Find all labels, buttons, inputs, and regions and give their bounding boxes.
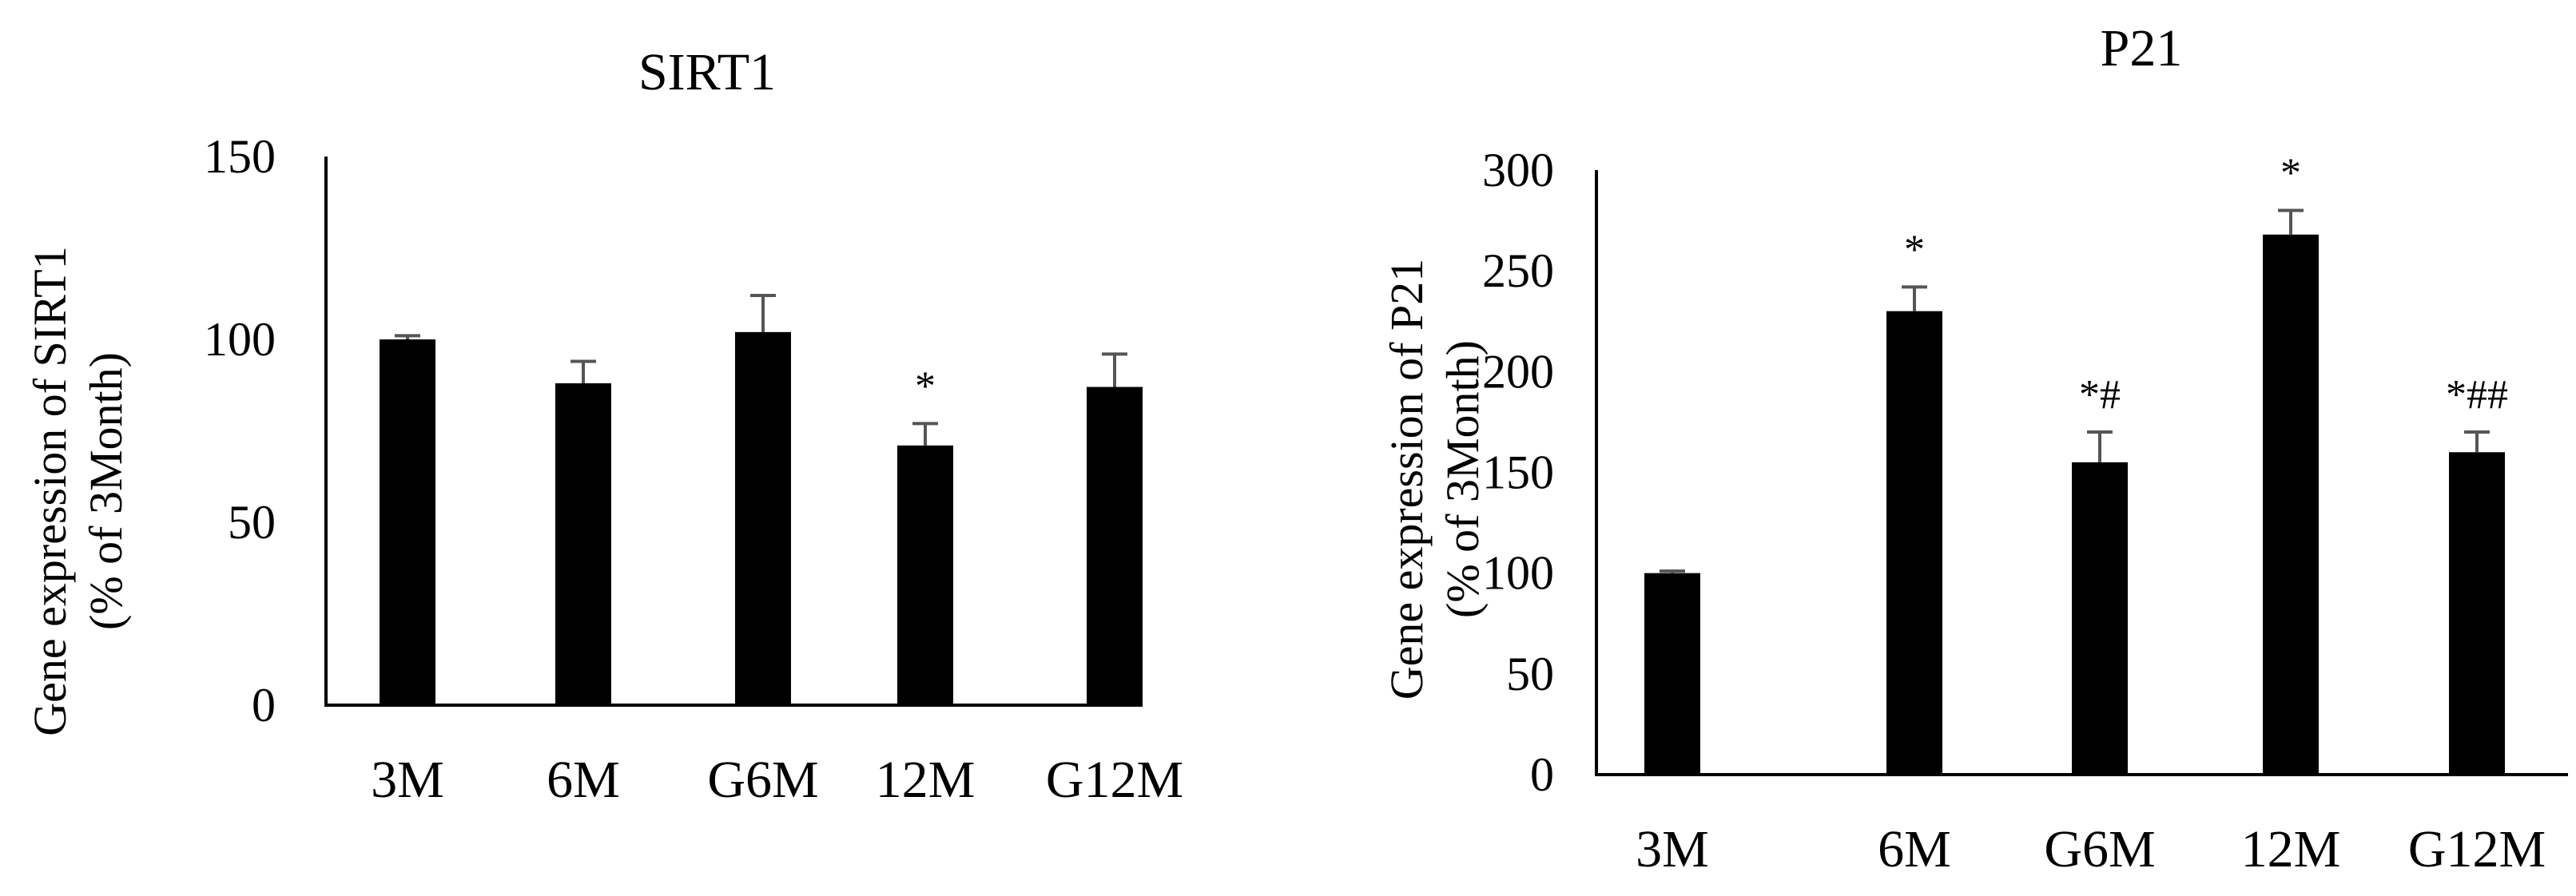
- y-tick-label: 100: [1482, 547, 1554, 600]
- sirt1-chart: SIRT1 Gene expression of SIRT1 (% of 3Mo…: [24, 43, 1183, 809]
- y-tick-label: 200: [1482, 345, 1554, 398]
- x-tick-label: 3M: [1636, 820, 1709, 878]
- y-axis-label-line2: (% of 3Month): [1437, 340, 1489, 618]
- bar-6m: [555, 383, 611, 705]
- p21-chart: P21 Gene expression of P21 (% of 3Month)…: [1381, 19, 2568, 878]
- y-tick-label: 0: [1530, 748, 1554, 801]
- significance-marker: *: [2280, 150, 2301, 196]
- y-axis-label-line1: Gene expression of SIRT1: [24, 246, 76, 735]
- y-tick-label: 50: [1506, 648, 1554, 700]
- y-tick-labels: 0 50 100 150: [204, 130, 276, 731]
- bar-g12m: [2449, 452, 2505, 775]
- error-bar: [2464, 430, 2490, 453]
- bars: [1644, 234, 2505, 775]
- x-tick-label: 6M: [1878, 820, 1951, 878]
- bar-12m: [2263, 234, 2319, 775]
- y-tick-label: 150: [204, 130, 276, 183]
- error-bar: [395, 334, 420, 339]
- error-bar: [2087, 430, 2113, 462]
- axes: [324, 157, 1143, 707]
- bar-g6m: [2072, 462, 2128, 775]
- x-tick-label: G6M: [2044, 820, 2155, 878]
- error-bar: [750, 294, 776, 332]
- y-axis-label: Gene expression of SIRT1 (% of 3Month): [24, 246, 132, 735]
- chart-title: P21: [2101, 19, 2183, 77]
- x-tick-label: G12M: [1046, 751, 1183, 809]
- x-tick-label: 6M: [547, 751, 620, 809]
- x-tick-label: 12M: [2241, 820, 2341, 878]
- bar-3m: [380, 339, 435, 705]
- bar-g6m: [735, 331, 791, 705]
- y-tick-label: 300: [1482, 144, 1554, 196]
- x-tick-label: G6M: [707, 751, 818, 809]
- y-tick-labels: 0 50 100 150 200 250 300: [1482, 144, 1554, 801]
- y-axis-label-line2: (% of 3Month): [80, 352, 132, 630]
- error-bar: [1660, 569, 1685, 573]
- x-tick-label: 12M: [876, 751, 976, 809]
- bars: [380, 331, 1143, 705]
- error-bars: [1660, 208, 2490, 573]
- significance-markers: * *# * *##: [1904, 150, 2508, 418]
- bar-12m: [897, 445, 953, 705]
- bar-3m: [1644, 573, 1700, 775]
- x-tick-label: G12M: [2408, 820, 2546, 878]
- y-axis-label-line1: Gene expression of P21: [1381, 259, 1433, 700]
- significance-marker: *: [915, 363, 936, 409]
- error-bar: [912, 422, 938, 446]
- y-tick-label: 250: [1482, 244, 1554, 297]
- y-tick-label: 0: [252, 679, 276, 731]
- y-tick-label: 150: [1482, 446, 1554, 499]
- y-axis-label: Gene expression of P21 (% of 3Month): [1381, 259, 1489, 700]
- error-bar: [2278, 208, 2304, 235]
- axes: [1595, 170, 2568, 776]
- y-tick-label: 50: [228, 496, 276, 549]
- error-bar: [1102, 352, 1127, 387]
- significance-marker: *##: [2446, 372, 2508, 418]
- bar-g12m: [1087, 387, 1143, 705]
- error-bar: [570, 359, 596, 383]
- x-tick-labels: 3M 6M G6M 12M G12M: [371, 751, 1183, 809]
- bar-6m: [1886, 311, 1942, 775]
- error-bar: [1902, 285, 1927, 311]
- x-tick-labels: 3M 6M G6M 12M G12M: [1636, 820, 2546, 878]
- error-bars: [395, 294, 1127, 446]
- chart-title: SIRT1: [638, 43, 776, 101]
- significance-markers: *: [915, 363, 936, 409]
- significance-marker: *: [1904, 227, 1925, 272]
- x-tick-label: 3M: [371, 751, 444, 809]
- significance-marker: *#: [2079, 372, 2121, 418]
- y-tick-label: 100: [204, 313, 276, 366]
